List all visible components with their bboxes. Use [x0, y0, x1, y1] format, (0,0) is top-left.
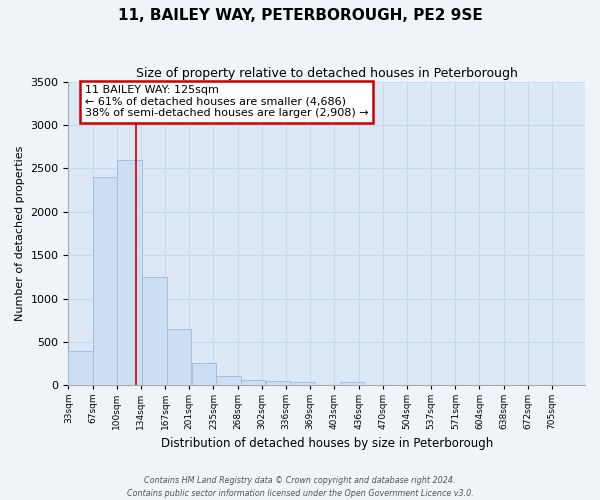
- Title: Size of property relative to detached houses in Peterborough: Size of property relative to detached ho…: [136, 68, 518, 80]
- Bar: [167, 329, 191, 386]
- Bar: [340, 382, 364, 386]
- Text: Contains HM Land Registry data © Crown copyright and database right 2024.
Contai: Contains HM Land Registry data © Crown c…: [127, 476, 473, 498]
- Bar: [68, 350, 92, 386]
- Bar: [217, 376, 241, 386]
- Y-axis label: Number of detached properties: Number of detached properties: [15, 146, 25, 321]
- Text: 11 BAILEY WAY: 125sqm
← 61% of detached houses are smaller (4,686)
38% of semi-d: 11 BAILEY WAY: 125sqm ← 61% of detached …: [85, 85, 368, 118]
- Bar: [266, 382, 290, 386]
- Bar: [142, 277, 167, 386]
- Bar: [94, 177, 118, 386]
- Bar: [118, 160, 142, 386]
- Bar: [191, 363, 215, 386]
- X-axis label: Distribution of detached houses by size in Peterborough: Distribution of detached houses by size …: [161, 437, 493, 450]
- Bar: [290, 382, 314, 386]
- Bar: [241, 380, 265, 386]
- Text: 11, BAILEY WAY, PETERBOROUGH, PE2 9SE: 11, BAILEY WAY, PETERBOROUGH, PE2 9SE: [118, 8, 482, 22]
